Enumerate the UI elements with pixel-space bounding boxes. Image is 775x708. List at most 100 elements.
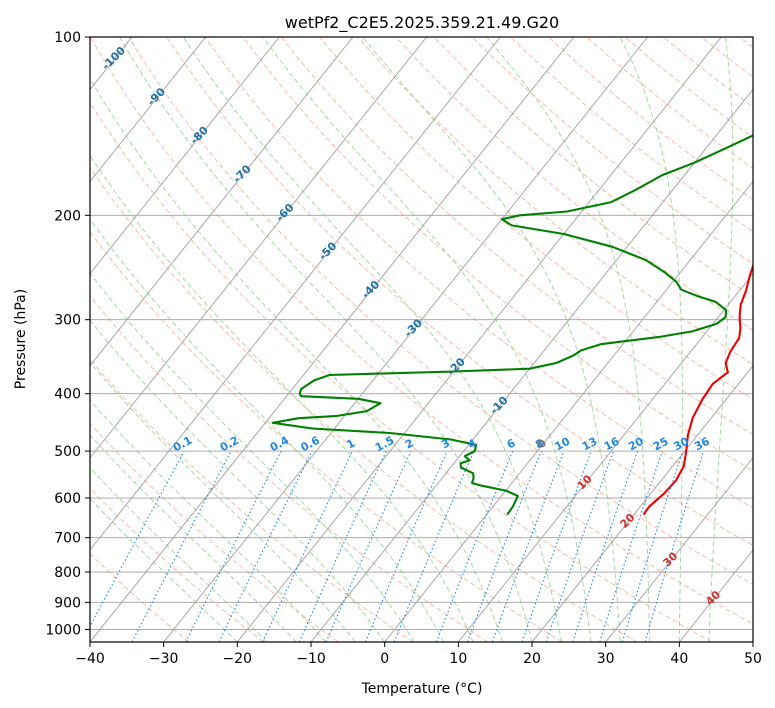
x-tick-label: 40 [670, 651, 688, 667]
y-tick-label: 1000 [45, 622, 81, 638]
y-tick-label: 400 [54, 387, 81, 403]
moist-adiabat [90, 319, 386, 642]
y-tick-label: 300 [54, 313, 81, 329]
moist-adiabat [362, 37, 621, 642]
y-tick-label: 800 [54, 565, 81, 581]
moist-adiabat [90, 361, 356, 642]
mixing-ratio-line [545, 450, 614, 642]
mixing-ratio-label: 20 [626, 435, 646, 454]
dewpoint-profile-line [271, 134, 753, 516]
isotherm-line [90, 37, 354, 367]
mixing-ratio-label: 36 [692, 435, 712, 454]
dry-adiabat [90, 231, 563, 642]
moist-adiabat [619, 37, 683, 642]
x-tick-label: 30 [597, 651, 615, 667]
mixing-ratio-line [90, 450, 185, 628]
mixing-ratio-line [435, 450, 514, 642]
mixing-ratio-label: 16 [602, 435, 622, 454]
temperature-profile-line [642, 262, 753, 516]
background-lines [0, 37, 753, 642]
dry-adiabat [319, 37, 753, 400]
isotherm-line [90, 37, 428, 459]
x-tick-label: 50 [744, 651, 762, 667]
isotherm-line [163, 37, 649, 642]
y-tick-label: 900 [54, 595, 81, 611]
isotherm-line [752, 641, 753, 642]
chart-title: wetPf2_C2E5.2025.359.21.49.G20 [285, 13, 559, 33]
mixing-ratio-line [491, 450, 565, 642]
x-tick-label: −40 [75, 651, 105, 667]
dry-adiabat [90, 101, 712, 642]
y-tick-label: 200 [54, 208, 81, 224]
y-tick-label: 100 [54, 30, 81, 46]
mixing-ratio-line [644, 450, 705, 642]
mixing-ratio-label: 2 [403, 436, 416, 451]
dry-adiabat [90, 422, 339, 642]
mixing-ratio-line [393, 450, 475, 642]
dry-adiabat [90, 37, 753, 625]
dry-adiabat [357, 37, 753, 365]
y-tick-label: 700 [54, 531, 81, 547]
isotherm-line [384, 180, 753, 642]
isotherm-line [531, 365, 753, 642]
moist-adiabat [90, 399, 327, 642]
dry-adiabat [739, 37, 753, 48]
mixing-ratio-line [521, 450, 592, 642]
dry-adiabat [90, 294, 488, 642]
x-tick-label: 10 [449, 651, 467, 667]
mixing-ratio-line [325, 450, 412, 642]
mixing-ratio-label: 13 [580, 435, 600, 454]
mixing-ratio-label: 6 [505, 436, 518, 451]
moist-adiabat [90, 154, 474, 642]
x-tick-label: −10 [296, 651, 326, 667]
dry-adiabat [90, 358, 414, 642]
x-tick-label: −30 [149, 651, 179, 667]
mixing-ratio-label: 1 [344, 436, 357, 451]
isotherm-line [90, 37, 207, 183]
moist-adiabat [708, 37, 734, 642]
mixing-ratio-line [621, 450, 684, 642]
y-tick-label: 600 [54, 491, 81, 507]
mixing-ratio-line [466, 450, 542, 642]
dry-adiabat [395, 37, 753, 331]
dry-adiabat [204, 37, 753, 509]
dry-adiabat [242, 37, 753, 472]
mixing-ratio-line [572, 450, 639, 642]
mixing-ratio-line [599, 450, 663, 642]
mixing-ratio-line [364, 450, 448, 642]
dry-adiabat [662, 37, 753, 108]
isotherm-line [90, 37, 575, 642]
moist-adiabat [262, 37, 592, 642]
moist-adiabat [90, 498, 238, 642]
moist-adiabat [90, 467, 268, 642]
isotherm-line [0, 37, 58, 642]
x-axis-label: Temperature (°C) [361, 681, 483, 697]
dry-adiabat [90, 553, 190, 642]
moist-adiabat [90, 77, 503, 642]
mixing-ratio-line [218, 450, 313, 642]
x-tick-label: 0 [380, 651, 389, 667]
isotherm-line [310, 88, 753, 642]
x-tick-label: 20 [523, 651, 541, 667]
dry-adiabat [90, 166, 638, 642]
mixing-ratio-line [298, 450, 387, 642]
mixing-ratio-label: 4 [466, 436, 479, 451]
moist-adiabat [182, 37, 562, 642]
x-tick-label: −20 [223, 651, 253, 667]
isotherm-line [678, 549, 753, 642]
axis-ticks: −40 −30 −20 −10 0 10 20 30 40 50 100 200 300 400 500 60… [45, 30, 762, 667]
profile-curves [271, 134, 753, 516]
plot-frame [89, 36, 754, 643]
mixing-ratio-label: 30 [671, 435, 691, 454]
dry-adiabat [471, 37, 753, 265]
isotherm-line [457, 272, 753, 642]
y-axis-label: Pressure (hPa) [13, 289, 29, 389]
mixing-ratio-line [185, 450, 282, 642]
dry-adiabat-label: -100 [99, 44, 128, 73]
moist-adiabat [90, 218, 445, 642]
isotherm-line [236, 37, 722, 642]
y-tick-label: 500 [54, 444, 81, 460]
dry-adiabat [548, 37, 753, 201]
isotherm-line [90, 37, 280, 275]
